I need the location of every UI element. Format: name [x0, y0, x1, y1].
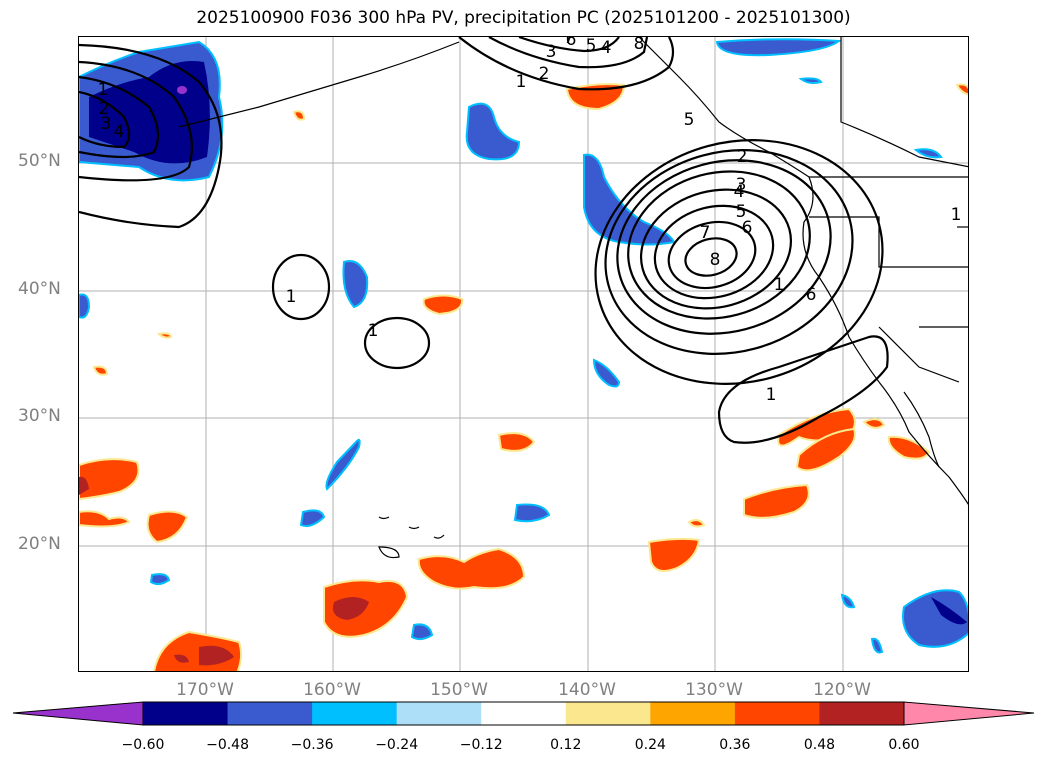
colorbar-tick-label: 0.36: [719, 737, 751, 753]
contour-label: 5: [586, 37, 597, 56]
colorbar: [12, 701, 1035, 726]
contour-label: 8: [710, 250, 721, 270]
colorbar-tick-label: −0.36: [290, 737, 334, 753]
coastlines: [178, 37, 968, 559]
contour-label: 1: [516, 72, 527, 92]
colorbar-max-extension: [903, 701, 1035, 726]
colorbar-segment: [312, 702, 398, 725]
colorbar-segment: [227, 702, 313, 725]
colorbar-tick-label: −0.12: [459, 737, 503, 753]
colorbar-tick-label: −0.60: [121, 737, 165, 753]
contour-label: 3: [736, 175, 747, 195]
contour-label: 7: [700, 223, 711, 243]
contour-label: 3: [546, 42, 557, 62]
contour-label: 4: [114, 122, 125, 142]
colorbar-tick-label: 0.60: [888, 737, 920, 753]
colorbar-segment: [650, 702, 736, 725]
lon-label: 170°W: [176, 680, 234, 700]
map-plot-area: 1 2 3 4 1 2 6 5 4 1 1 1 2 3 4 5 6 7 8 1 …: [78, 36, 969, 672]
contour-label: 5: [736, 202, 747, 222]
map-svg: 1 2 3 4 1 2 6 5 4 1 1 1 2 3 4 5 6 7 8 1 …: [79, 37, 968, 671]
contour-label: 1: [368, 321, 379, 341]
contour-label: 4: [601, 38, 612, 58]
lat-label: 40°N: [18, 279, 61, 299]
colorbar-segment: [734, 702, 820, 725]
lon-label: 160°W: [303, 680, 361, 700]
contour-label: 2: [99, 99, 110, 119]
lon-label: 150°W: [430, 680, 488, 700]
colorbar-tick-label: 0.24: [634, 737, 666, 753]
contour-label: 1: [951, 205, 962, 225]
colorbar-outline: [142, 701, 905, 726]
pv-contour-labels: 1 2 3 4 1 2 6 5 4 1 1 1 2 3 4 5 6 7 8 1 …: [98, 37, 962, 405]
contour-label: 2: [539, 64, 550, 84]
contour-label: 5: [684, 110, 695, 130]
lat-label: 20°N: [18, 534, 61, 554]
contour-label: 4: [734, 182, 745, 202]
contour-label: 7: [564, 37, 575, 48]
graticule: [79, 37, 968, 671]
contour-label: 1: [774, 275, 785, 295]
colorbar-tick-label: −0.48: [206, 737, 249, 753]
contour-label: 3: [101, 114, 112, 134]
lat-label: 30°N: [18, 406, 61, 426]
colorbar-segment: [396, 702, 482, 725]
colorbar-tick-label: 0.12: [550, 737, 582, 753]
colorbar-segment: [565, 702, 651, 725]
chart-title: 2025100900 F036 300 hPa PV, precipitatio…: [196, 8, 851, 28]
lon-label: 130°W: [685, 680, 743, 700]
contour-label: 8: [634, 37, 645, 54]
lat-label: 50°N: [18, 151, 61, 171]
lon-label: 120°W: [813, 680, 871, 700]
colorbar-tick-label: 0.48: [803, 737, 836, 753]
contour-label: 1: [286, 287, 297, 307]
lon-label: 140°W: [558, 680, 616, 700]
contour-label: 1: [766, 385, 777, 405]
colorbar-segment: [481, 702, 567, 725]
contour-label: 6: [566, 37, 577, 50]
colorbar-segment: [143, 702, 229, 725]
pv-contours: [79, 37, 889, 444]
contour-label: 6: [742, 218, 753, 238]
colorbar-min-extension: [12, 701, 144, 726]
contour-label: 6: [806, 285, 817, 305]
contour-label: 1: [98, 80, 109, 100]
colorbar-tick-label: −0.24: [375, 737, 419, 753]
contour-label: 2: [737, 147, 748, 167]
negative-precip-areas: [79, 38, 968, 654]
positive-precip-areas: [79, 83, 968, 671]
colorbar-segment: [819, 702, 905, 725]
